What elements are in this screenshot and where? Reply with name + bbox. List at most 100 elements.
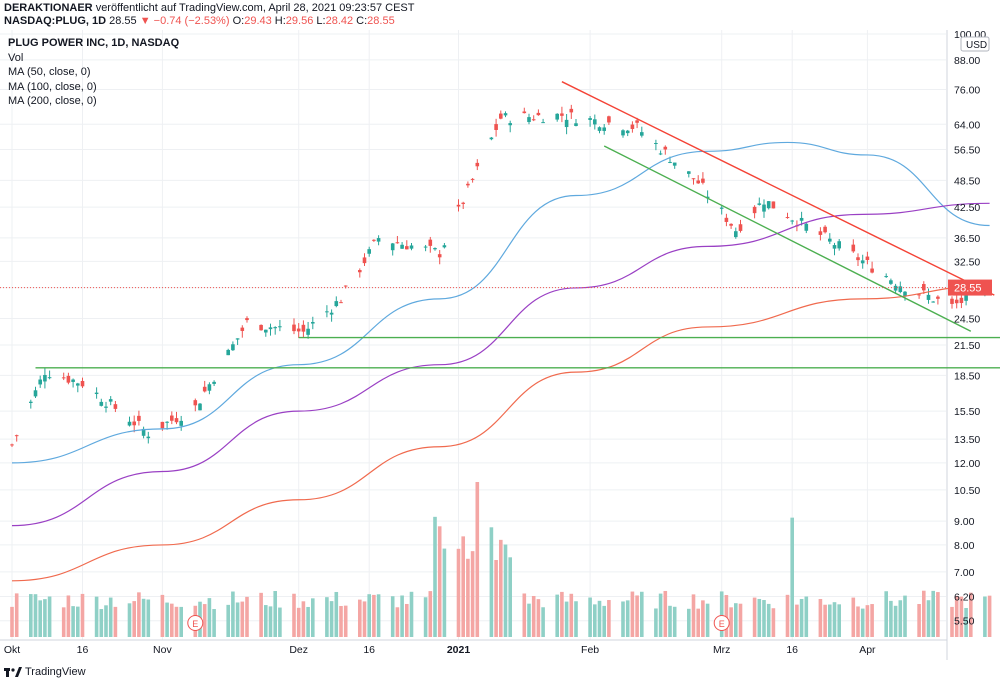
candle-body[interactable] bbox=[719, 207, 724, 209]
candle-body[interactable] bbox=[508, 123, 512, 126]
candle-body[interactable] bbox=[724, 217, 729, 222]
candle-body[interactable] bbox=[621, 130, 625, 136]
candle-body[interactable] bbox=[94, 392, 99, 395]
candle-body[interactable] bbox=[29, 401, 33, 403]
candle-body[interactable] bbox=[903, 291, 907, 297]
legend-title[interactable]: PLUG POWER INC, 1D, NASDAQ bbox=[8, 37, 180, 49]
candle-body[interactable] bbox=[936, 296, 940, 299]
candle-body[interactable] bbox=[400, 244, 404, 249]
candle-body[interactable] bbox=[292, 324, 296, 332]
candle-body[interactable] bbox=[198, 403, 202, 411]
candle-body[interactable] bbox=[823, 226, 827, 233]
candle-body[interactable] bbox=[14, 435, 19, 437]
candle-body[interactable] bbox=[593, 119, 597, 125]
candle-body[interactable] bbox=[259, 324, 263, 331]
legend-ma50[interactable]: MA (50, close, 0) bbox=[8, 66, 91, 78]
candle-body[interactable] bbox=[390, 243, 395, 251]
candle-body[interactable] bbox=[499, 113, 503, 119]
candle-body[interactable] bbox=[785, 217, 790, 219]
candle-body[interactable] bbox=[922, 284, 926, 291]
candle-body[interactable] bbox=[10, 444, 14, 446]
candle-body[interactable] bbox=[555, 113, 559, 120]
candle-body[interactable] bbox=[560, 113, 564, 116]
candle-body[interactable] bbox=[264, 329, 268, 333]
candle-body[interactable] bbox=[71, 379, 75, 382]
candle-body[interactable] bbox=[954, 299, 959, 304]
candle-body[interactable] bbox=[926, 294, 931, 300]
candle-body[interactable] bbox=[865, 256, 870, 261]
candle-body[interactable] bbox=[738, 224, 743, 231]
candle-body[interactable] bbox=[870, 268, 874, 273]
candle-body[interactable] bbox=[38, 379, 42, 385]
candle-body[interactable] bbox=[672, 162, 677, 166]
candle-body[interactable] bbox=[691, 178, 696, 180]
candle-body[interactable] bbox=[597, 127, 602, 131]
candle-body[interactable] bbox=[658, 153, 663, 155]
candle-body[interactable] bbox=[334, 301, 339, 307]
legend-ma200[interactable]: MA (200, close, 0) bbox=[8, 95, 97, 107]
candle-body[interactable] bbox=[428, 239, 433, 246]
candle-body[interactable] bbox=[437, 254, 442, 258]
price-chart[interactable]: 28.55 5.50 6.20 7.00 8.00 9.00 10.50 12.00 13.50… bbox=[0, 0, 1000, 665]
candle-body[interactable] bbox=[569, 108, 574, 113]
candle-body[interactable] bbox=[602, 127, 606, 131]
candle-body[interactable] bbox=[734, 231, 738, 238]
candle-body[interactable] bbox=[362, 257, 367, 264]
candle-body[interactable] bbox=[964, 293, 968, 301]
tradingview-brand[interactable]: TradingView bbox=[4, 665, 86, 679]
candle-body[interactable] bbox=[170, 415, 174, 421]
candle-body[interactable] bbox=[574, 123, 578, 126]
author-name[interactable]: DERAKTIONAER bbox=[4, 2, 93, 14]
candle-body[interactable] bbox=[376, 238, 381, 242]
candle-body[interactable] bbox=[343, 285, 348, 287]
candle-body[interactable] bbox=[104, 406, 108, 408]
candle-body[interactable] bbox=[917, 294, 921, 296]
candle-body[interactable] bbox=[889, 280, 893, 284]
candle-body[interactable] bbox=[179, 420, 183, 426]
candle-body[interactable] bbox=[80, 380, 85, 387]
candle-body[interactable] bbox=[494, 124, 498, 130]
candle-body[interactable] bbox=[475, 162, 480, 167]
candle-body[interactable] bbox=[301, 324, 306, 332]
candle-body[interactable] bbox=[231, 344, 235, 351]
earnings-marker-icon[interactable] bbox=[713, 615, 730, 631]
candle-body[interactable] bbox=[306, 328, 310, 335]
candle-body[interactable] bbox=[174, 418, 179, 423]
candle-body[interactable] bbox=[860, 260, 865, 264]
candle-body[interactable] bbox=[729, 223, 733, 226]
candle-body[interactable] bbox=[527, 117, 531, 123]
candle-body[interactable] bbox=[663, 146, 668, 150]
candle-body[interactable] bbox=[132, 421, 136, 426]
candle-body[interactable] bbox=[654, 143, 658, 145]
candle-body[interactable] bbox=[113, 404, 118, 409]
candle-body[interactable] bbox=[771, 201, 776, 209]
candle-body[interactable] bbox=[804, 223, 809, 231]
candle-body[interactable] bbox=[564, 119, 569, 128]
candle-body[interactable] bbox=[329, 312, 334, 315]
candle-body[interactable] bbox=[76, 383, 80, 386]
candle-body[interactable] bbox=[950, 298, 954, 304]
candle-body[interactable] bbox=[640, 132, 644, 136]
candle-body[interactable] bbox=[503, 113, 508, 116]
candle-body[interactable] bbox=[405, 246, 409, 250]
candle-body[interactable] bbox=[409, 245, 414, 249]
candle-body[interactable] bbox=[762, 204, 766, 212]
candle-body[interactable] bbox=[268, 327, 273, 330]
candle-body[interactable] bbox=[837, 241, 841, 249]
candle-body[interactable] bbox=[278, 326, 282, 328]
candle-body[interactable] bbox=[146, 436, 151, 439]
candle-body[interactable] bbox=[358, 270, 362, 273]
candle-body[interactable] bbox=[202, 386, 207, 392]
candle-body[interactable] bbox=[630, 124, 635, 129]
candle-body[interactable] bbox=[790, 220, 794, 222]
candle-body[interactable] bbox=[325, 311, 329, 313]
candle-body[interactable] bbox=[108, 399, 113, 402]
candle-body[interactable] bbox=[296, 328, 301, 332]
candle-body[interactable] bbox=[832, 245, 837, 249]
candle-body[interactable] bbox=[235, 338, 240, 340]
candle-body[interactable] bbox=[466, 183, 470, 186]
candle-body[interactable] bbox=[818, 231, 823, 235]
candle-body[interactable] bbox=[372, 239, 376, 241]
candle-body[interactable] bbox=[752, 206, 757, 214]
candle-body[interactable] bbox=[423, 246, 428, 248]
